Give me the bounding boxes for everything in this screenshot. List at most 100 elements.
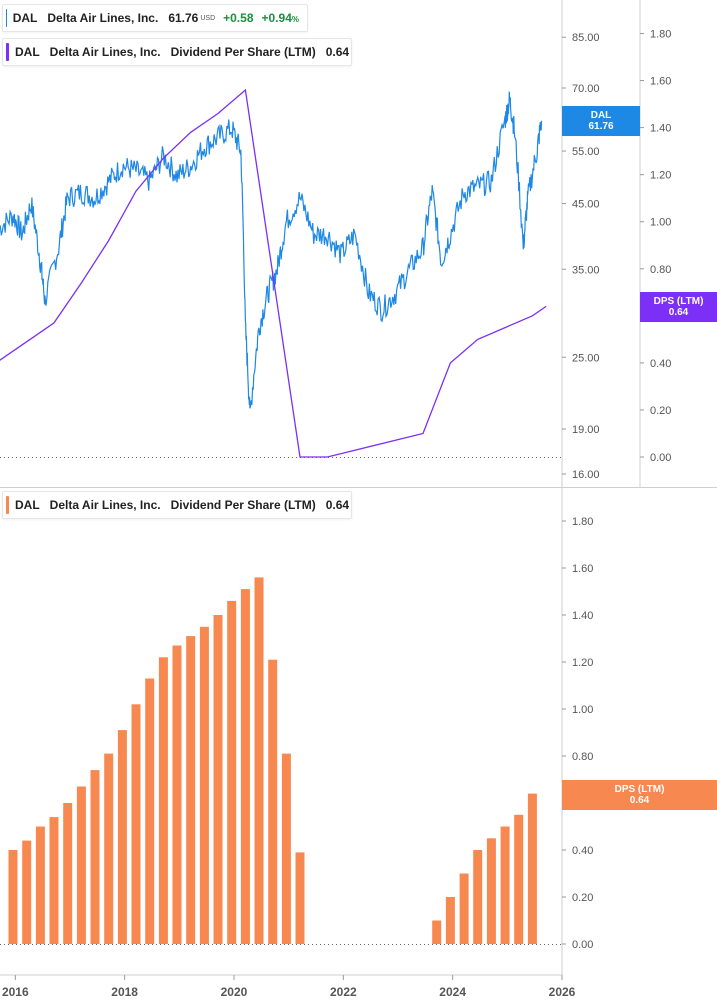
price-legend-ticker: DAL [12,11,38,25]
dps-bar [63,803,73,944]
dps-bar [145,678,155,944]
dps-legend-top-swatch [6,43,9,61]
dps-legend-bottom-value: 0.64 [325,498,350,512]
price-legend-change-pct: +0.94% [262,11,300,25]
dps-bar [8,850,18,944]
x-tick-label: 2024 [439,985,466,999]
dps-legend-top-metric: Dividend Per Share (LTM) [170,45,316,59]
price-legend-price: 61.76 [168,11,199,25]
x-tick-label: 2022 [330,985,357,999]
price-badge-label: DAL [590,110,612,121]
price-badge-value: 61.76 [588,121,614,132]
dps-bar [186,636,196,944]
dps-bottom-tick-label: 1.00 [572,704,593,716]
dps-top-tick-label: 1.80 [650,29,671,41]
dps-legend-top[interactable]: DAL Delta Air Lines, Inc. Dividend Per S… [2,38,352,66]
price-legend[interactable]: DAL Delta Air Lines, Inc. 61.76 USD +0.5… [2,4,308,32]
dps-bar [500,826,510,944]
dps-legend-bottom-ticker: DAL [15,498,40,512]
dps-bar [35,826,45,944]
dps-bottom-tick-label: 0.00 [572,939,593,951]
dps-top-tick-label: 0.00 [650,452,671,464]
dps-top-tick-label: 0.80 [650,264,671,276]
dps-legend-bottom[interactable]: DAL Delta Air Lines, Inc. Dividend Per S… [2,491,352,519]
top-panel-grid [0,0,717,975]
dps-line [0,88,547,458]
dps-legend-bottom-metric: Dividend Per Share (LTM) [170,498,316,512]
price-line [0,91,543,409]
dps-bar [227,600,237,944]
top-panel-series [0,88,547,458]
dps-legend-top-value: 0.64 [325,45,350,59]
dps-bar [104,753,114,944]
price-tick-label: 85.00 [572,32,600,44]
dps-bar [213,615,223,944]
dps-bar [486,838,496,945]
price-legend-change: +0.58 [223,11,254,25]
dps-bar [445,897,455,944]
price-legend-currency: USD [200,14,216,22]
price-tick-label: 45.00 [572,199,600,211]
dps-bottom-tick-label: 1.60 [572,563,593,575]
price-legend-change-pct-value: +0.94 [261,11,292,25]
price-tick-label: 16.00 [572,469,600,481]
dps-bar [131,704,141,944]
x-tick-label: 2020 [221,985,248,999]
dps-top-tick-label: 1.20 [650,170,671,182]
dps-bar [22,840,32,944]
price-tick-label: 55.00 [572,146,600,158]
bottom-axis: 1.801.601.401.201.000.800.600.400.200.00 [562,516,593,951]
dps-bar [76,786,86,944]
dps-legend-bottom-swatch [6,496,9,514]
dps-bar [514,814,524,945]
dps-badge-top-value: 0.64 [668,307,689,318]
price-tick-label: 70.00 [572,83,600,95]
dps-badge-top: DPS (LTM) 0.64 [640,292,717,322]
dps-bottom-tick-label: 1.20 [572,657,593,669]
bottom-panel-bars [8,577,537,945]
top-left-axis: 85.00 70.00 55.00 45.00 35.00 25.00 19.00 16.00 [562,32,600,481]
top-right-axis: 1.80 1.60 1.40 1.20 1.00 0.80 0.40 0.20 0.00 [640,29,671,464]
dps-badge-bottom: DPS (LTM) 0.64 [562,780,717,810]
dps-bar [432,920,442,944]
dps-bottom-tick-label: 0.40 [572,845,593,857]
dps-bar [172,645,182,944]
dps-badge-top-label: DPS (LTM) [653,296,704,307]
price-badge: DAL 61.76 [562,106,640,136]
dps-bottom-tick-label: 1.40 [572,610,593,622]
dps-bar [527,793,537,944]
dps-top-tick-label: 1.60 [650,76,671,88]
dps-legend-bottom-name: Delta Air Lines, Inc. [49,498,161,512]
dps-top-tick-label: 1.40 [650,123,671,135]
dps-bar [254,577,264,944]
dps-bar [295,852,305,944]
dps-top-tick-label: 1.00 [650,217,671,229]
x-tick-label: 2026 [549,985,576,999]
dps-bottom-tick-label: 0.80 [572,751,593,763]
dps-top-tick-label: 0.40 [650,358,671,370]
dps-legend-top-name: Delta Air Lines, Inc. [49,45,161,59]
dps-bar [268,659,278,944]
dps-bar [117,730,127,944]
dps-bar [281,753,291,944]
dps-legend-top-ticker: DAL [15,45,40,59]
price-tick-label: 35.00 [572,264,600,276]
x-axis: 2016 2018 2020 2022 2024 2026 [0,974,576,999]
dps-top-tick-label: 0.20 [650,405,671,417]
price-legend-pct-sign: % [291,15,299,24]
price-legend-swatch [6,9,7,27]
price-tick-label: 25.00 [572,352,600,364]
dps-bar [49,817,59,944]
dps-bar [473,850,483,944]
dps-badge-bottom-label: DPS (LTM) [614,784,665,795]
dps-bottom-tick-label: 1.80 [572,516,593,528]
x-tick-label: 2016 [2,985,29,999]
price-legend-name: Delta Air Lines, Inc. [47,11,159,25]
price-tick-label: 19.00 [572,424,600,436]
dps-bar [199,626,209,945]
dps-badge-bottom-value: 0.64 [629,795,650,806]
dps-bottom-tick-label: 0.20 [572,892,593,904]
dps-bar [158,657,168,944]
dps-bar [240,589,250,944]
